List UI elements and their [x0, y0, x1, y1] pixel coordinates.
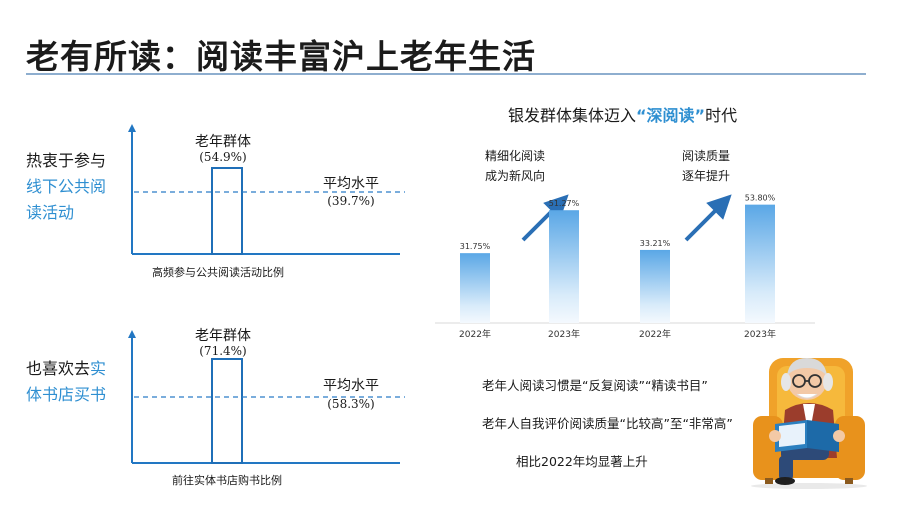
panel2-bar-label: 老年群体 — [195, 328, 251, 344]
chart-year-label: 2022年 — [639, 328, 671, 340]
note1-line1: 精细化阅读 — [485, 149, 546, 163]
panel1-bar-value: (54.9%) — [199, 150, 247, 164]
chart-year-label: 2022年 — [459, 328, 491, 340]
panel1-avg-value: (39.7%) — [327, 194, 375, 208]
summary-line-3: 相比2022年均显著上升 — [516, 454, 648, 469]
chart-bar — [745, 204, 775, 323]
panel2-chart — [128, 330, 405, 464]
panel2-avg-label: 平均水平 — [323, 378, 379, 394]
note1-line2: 成为新风向 — [485, 169, 546, 183]
panel2-label-plain: 也喜欢去 — [26, 359, 91, 378]
right-chart-marks: 31.75% 2022年 51.27% 2023年 33.21% 2022年 53.80% 2… — [459, 194, 776, 340]
panel2-bar-value: (71.4%) — [199, 344, 247, 358]
panel1-bar-label: 老年群体 — [195, 134, 251, 150]
chart-bar — [640, 249, 670, 323]
elderly-reader-illustration — [751, 358, 867, 489]
panel2-label-highlight: 实体书店买书 — [26, 359, 107, 404]
panel1-y-axis-arrow — [128, 124, 136, 132]
chart-year-label: 2023年 — [744, 328, 776, 340]
growth-arrow-icon — [684, 194, 732, 242]
right-bar-chart: 31.75% 2022年 51.27% 2023年 33.21% 2022年 53.80% 2… — [435, 194, 815, 340]
panel1-label-highlight: 线下公共阅读活动 — [26, 177, 107, 222]
note2-line1: 阅读质量 — [682, 149, 731, 163]
growth-arrow-icon — [521, 194, 569, 242]
summary-line-2: 老年人自我评价阅读质量“比较高”至“非常高” — [482, 416, 733, 431]
chart-bar — [549, 210, 579, 323]
panel1-caption: 高频参与公共阅读活动比例 — [152, 266, 284, 279]
chart-value-label: 31.75% — [460, 242, 491, 251]
panel2-caption: 前往实体书店购书比例 — [172, 474, 282, 487]
panel1-label: 热衷于参与线下公共阅读活动 — [26, 148, 118, 226]
chart-year-label: 2023年 — [548, 328, 580, 340]
right-chart-note-1: 精细化阅读 成为新风向 — [485, 146, 545, 186]
panel1-chart — [128, 124, 405, 255]
title-divider — [26, 73, 866, 75]
chart-value-label: 53.80% — [745, 194, 776, 203]
chart-value-label: 33.21% — [640, 239, 671, 248]
right-chart-title-quote: “深阅读” — [636, 106, 706, 125]
summary-line-1: 老年人阅读习惯是“反复阅读”“精读书目” — [482, 378, 708, 393]
chart-value-label: 51.27% — [549, 199, 580, 208]
right-chart-note-2: 阅读质量 逐年提升 — [682, 146, 730, 186]
chart-bar — [460, 253, 490, 323]
panel2-avg-value: (58.3%) — [327, 397, 375, 411]
panel1-label-plain: 热衷于参与 — [26, 151, 107, 170]
panel1-avg-label: 平均水平 — [323, 176, 379, 192]
panel2-label: 也喜欢去实体书店买书 — [26, 356, 118, 408]
note2-line2: 逐年提升 — [682, 169, 731, 183]
panel2-elder-bar — [211, 358, 243, 464]
panel1-elder-bar — [211, 167, 243, 255]
right-chart-title: 银发群体集体迈入“深阅读”时代 — [508, 102, 737, 126]
right-chart-title-post: 时代 — [705, 106, 738, 125]
right-chart-title-pre: 银发群体集体迈入 — [508, 106, 637, 125]
page-title: 老有所读：阅读丰富沪上老年生活 — [26, 37, 536, 76]
panel2-y-axis-arrow — [128, 330, 136, 338]
